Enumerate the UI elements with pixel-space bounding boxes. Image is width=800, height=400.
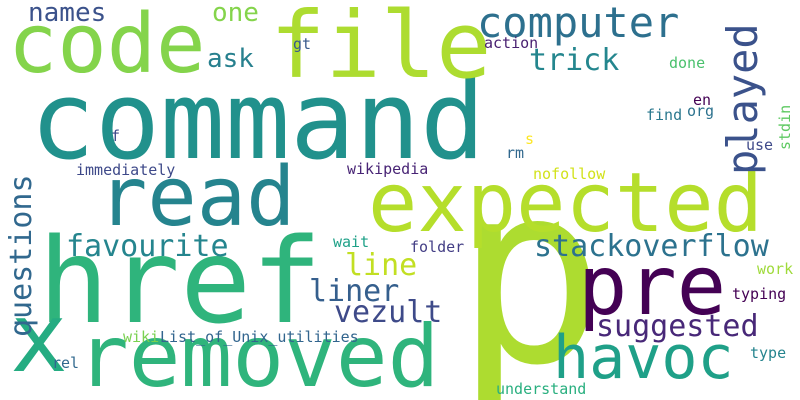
word-x: x xyxy=(10,282,68,394)
word-havoc: havoc xyxy=(553,323,734,393)
word-rel: rel xyxy=(52,354,80,372)
word-code: code xyxy=(8,0,206,92)
word-line: line xyxy=(345,248,418,283)
word-folder: folder xyxy=(410,238,465,256)
word-liner: liner xyxy=(309,274,400,309)
word-rm: rm xyxy=(506,144,525,162)
word-command: command xyxy=(30,59,486,184)
word-suggested: suggested xyxy=(596,309,759,344)
word-trick: trick xyxy=(529,43,620,78)
word-removed: removed xyxy=(77,307,440,400)
word-stdin: stdin xyxy=(776,104,794,150)
word-computer: computer xyxy=(477,0,680,47)
word-names: names xyxy=(28,0,107,28)
word-p: p xyxy=(455,129,606,400)
word-file: file xyxy=(270,0,492,99)
word-pre: pre xyxy=(578,239,727,334)
word-read: read xyxy=(98,150,296,245)
word-ask: ask xyxy=(207,44,254,74)
word-type: type xyxy=(750,344,787,362)
word-expected: expected xyxy=(368,156,763,251)
word-list-of-unix-utilities: List_of_Unix_utilities xyxy=(160,328,359,346)
word-work: work xyxy=(757,260,794,278)
word-org: org xyxy=(687,102,715,120)
word-wait: wait xyxy=(333,233,370,251)
word-wikipedia: wikipedia xyxy=(347,160,429,178)
word-understand: understand xyxy=(496,380,587,398)
word-questions: questions xyxy=(4,174,39,337)
word-typing: typing xyxy=(732,285,787,303)
word-f: f xyxy=(111,127,121,145)
word-done: done xyxy=(669,54,706,72)
word-en: en xyxy=(693,91,712,109)
word-s: s xyxy=(525,130,535,148)
word-immediately: immediately xyxy=(76,161,176,179)
word-gt: gt xyxy=(293,35,312,53)
word-favourite: favourite xyxy=(66,229,229,264)
word-vezult: vezult xyxy=(334,295,443,330)
word-find: find xyxy=(646,106,683,124)
word-nofollow: nofollow xyxy=(533,165,606,183)
word-stackoverflow: stackoverflow xyxy=(534,229,769,264)
word-href: href xyxy=(38,212,323,350)
word-wiki: wiki xyxy=(123,328,160,346)
word-one: one xyxy=(212,0,259,28)
word-action: action xyxy=(484,34,539,52)
word-use: use xyxy=(746,136,774,154)
